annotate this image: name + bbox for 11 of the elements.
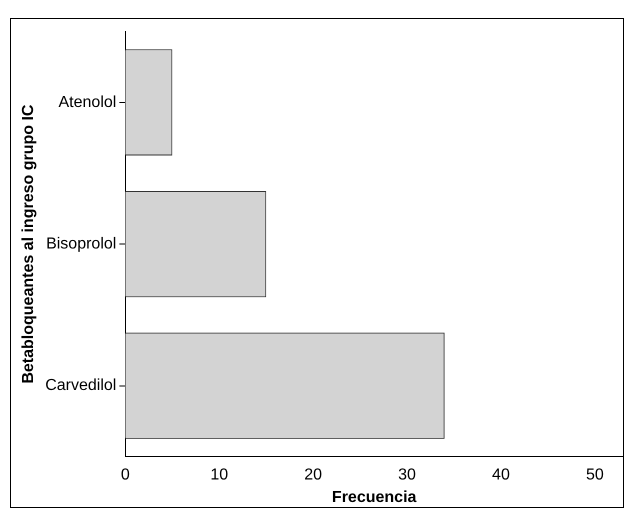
x-tick-label: 30 [398, 466, 416, 484]
x-tick-label: 20 [304, 466, 322, 484]
x-tick-label: 40 [492, 466, 510, 484]
y-tick-label: Carvedilol [45, 377, 116, 394]
x-axis-title: Frecuencia [332, 488, 417, 506]
x-tick-label: 0 [120, 466, 130, 484]
y-axis-title: Betabloqueantes al ingreso grupo IC [20, 104, 38, 384]
x-tick-label: 10 [210, 466, 228, 484]
y-tick-label: Bisoprolol [46, 236, 116, 253]
x-tick-label: 50 [586, 466, 604, 484]
y-tick-label: Atenolol [58, 94, 116, 111]
